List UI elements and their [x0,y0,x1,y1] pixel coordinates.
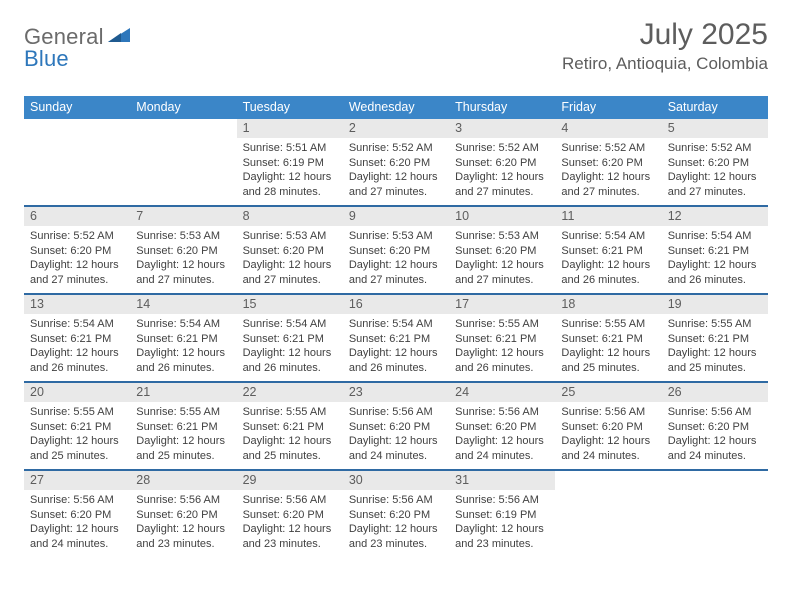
day-detail: Sunrise: 5:54 AMSunset: 6:21 PMDaylight:… [24,314,130,381]
day-detail: Sunrise: 5:53 AMSunset: 6:20 PMDaylight:… [130,226,236,293]
day-number: 23 [343,383,449,402]
week-daynum-row: 20212223242526 [24,383,768,402]
day-number: 25 [555,383,661,402]
day-detail: Sunrise: 5:56 AMSunset: 6:20 PMDaylight:… [662,402,768,469]
day-detail-empty [24,138,130,205]
day-detail: Sunrise: 5:54 AMSunset: 6:21 PMDaylight:… [343,314,449,381]
day-detail: Sunrise: 5:55 AMSunset: 6:21 PMDaylight:… [662,314,768,381]
day-detail: Sunrise: 5:55 AMSunset: 6:21 PMDaylight:… [449,314,555,381]
day-number: 9 [343,207,449,226]
dow-wednesday: Wednesday [343,96,449,119]
day-number: 4 [555,119,661,138]
day-detail: Sunrise: 5:53 AMSunset: 6:20 PMDaylight:… [237,226,343,293]
day-detail: Sunrise: 5:55 AMSunset: 6:21 PMDaylight:… [24,402,130,469]
day-number: 5 [662,119,768,138]
day-detail: Sunrise: 5:56 AMSunset: 6:20 PMDaylight:… [449,402,555,469]
dow-tuesday: Tuesday [237,96,343,119]
day-detail: Sunrise: 5:52 AMSunset: 6:20 PMDaylight:… [662,138,768,205]
day-detail: Sunrise: 5:54 AMSunset: 6:21 PMDaylight:… [662,226,768,293]
day-detail: Sunrise: 5:52 AMSunset: 6:20 PMDaylight:… [343,138,449,205]
week-daynum-row: 12345 [24,119,768,138]
day-detail: Sunrise: 5:51 AMSunset: 6:19 PMDaylight:… [237,138,343,205]
day-number: 30 [343,471,449,490]
title-block: July 2025 Retiro, Antioquia, Colombia [562,18,768,74]
dow-thursday: Thursday [449,96,555,119]
day-number: 15 [237,295,343,314]
day-detail: Sunrise: 5:52 AMSunset: 6:20 PMDaylight:… [24,226,130,293]
week-daynum-row: 6789101112 [24,207,768,226]
day-detail: Sunrise: 5:53 AMSunset: 6:20 PMDaylight:… [449,226,555,293]
week-detail-row: Sunrise: 5:51 AMSunset: 6:19 PMDaylight:… [24,138,768,205]
day-detail-empty [130,138,236,205]
day-detail: Sunrise: 5:54 AMSunset: 6:21 PMDaylight:… [130,314,236,381]
day-detail-empty [555,490,661,557]
day-number: 22 [237,383,343,402]
dow-saturday: Saturday [662,96,768,119]
week-daynum-row: 13141516171819 [24,295,768,314]
day-number: 20 [24,383,130,402]
day-number: 13 [24,295,130,314]
month-title: July 2025 [562,18,768,52]
day-number: 3 [449,119,555,138]
day-detail-empty [662,490,768,557]
logo-mark-icon [108,26,132,49]
calendar-grid: Sunday Monday Tuesday Wednesday Thursday… [24,96,768,557]
day-detail: Sunrise: 5:52 AMSunset: 6:20 PMDaylight:… [555,138,661,205]
day-of-week-header: Sunday Monday Tuesday Wednesday Thursday… [24,96,768,119]
day-number: 17 [449,295,555,314]
day-number: 2 [343,119,449,138]
day-number: 19 [662,295,768,314]
weeks-container: 12345Sunrise: 5:51 AMSunset: 6:19 PMDayl… [24,119,768,557]
day-detail: Sunrise: 5:55 AMSunset: 6:21 PMDaylight:… [555,314,661,381]
day-empty [662,471,768,490]
day-number: 21 [130,383,236,402]
day-detail: Sunrise: 5:56 AMSunset: 6:20 PMDaylight:… [130,490,236,557]
day-number: 26 [662,383,768,402]
day-number: 31 [449,471,555,490]
week-detail-row: Sunrise: 5:52 AMSunset: 6:20 PMDaylight:… [24,226,768,293]
day-detail: Sunrise: 5:55 AMSunset: 6:21 PMDaylight:… [130,402,236,469]
calendar-page: General July 2025 Retiro, Antioquia, Col… [0,0,792,575]
day-detail: Sunrise: 5:56 AMSunset: 6:19 PMDaylight:… [449,490,555,557]
day-detail: Sunrise: 5:54 AMSunset: 6:21 PMDaylight:… [237,314,343,381]
day-empty [24,119,130,138]
week-detail-row: Sunrise: 5:54 AMSunset: 6:21 PMDaylight:… [24,314,768,381]
day-detail: Sunrise: 5:56 AMSunset: 6:20 PMDaylight:… [237,490,343,557]
day-number: 24 [449,383,555,402]
day-empty [130,119,236,138]
day-number: 7 [130,207,236,226]
day-number: 11 [555,207,661,226]
day-number: 6 [24,207,130,226]
day-detail: Sunrise: 5:52 AMSunset: 6:20 PMDaylight:… [449,138,555,205]
week-daynum-row: 2728293031 [24,471,768,490]
day-detail: Sunrise: 5:55 AMSunset: 6:21 PMDaylight:… [237,402,343,469]
day-number: 29 [237,471,343,490]
logo-text-blue-wrap: Blue [24,46,69,72]
location-subtitle: Retiro, Antioquia, Colombia [562,54,768,74]
day-number: 14 [130,295,236,314]
header: General July 2025 Retiro, Antioquia, Col… [24,18,768,74]
week-detail-row: Sunrise: 5:55 AMSunset: 6:21 PMDaylight:… [24,402,768,469]
day-detail: Sunrise: 5:56 AMSunset: 6:20 PMDaylight:… [343,402,449,469]
logo-text-blue: Blue [24,46,69,71]
day-number: 28 [130,471,236,490]
day-detail: Sunrise: 5:56 AMSunset: 6:20 PMDaylight:… [555,402,661,469]
day-detail: Sunrise: 5:54 AMSunset: 6:21 PMDaylight:… [555,226,661,293]
day-number: 12 [662,207,768,226]
dow-friday: Friday [555,96,661,119]
day-number: 8 [237,207,343,226]
week-detail-row: Sunrise: 5:56 AMSunset: 6:20 PMDaylight:… [24,490,768,557]
day-detail: Sunrise: 5:56 AMSunset: 6:20 PMDaylight:… [343,490,449,557]
dow-sunday: Sunday [24,96,130,119]
day-detail: Sunrise: 5:53 AMSunset: 6:20 PMDaylight:… [343,226,449,293]
day-number: 10 [449,207,555,226]
day-number: 1 [237,119,343,138]
dow-monday: Monday [130,96,236,119]
day-detail: Sunrise: 5:56 AMSunset: 6:20 PMDaylight:… [24,490,130,557]
day-empty [555,471,661,490]
day-number: 18 [555,295,661,314]
day-number: 16 [343,295,449,314]
day-number: 27 [24,471,130,490]
